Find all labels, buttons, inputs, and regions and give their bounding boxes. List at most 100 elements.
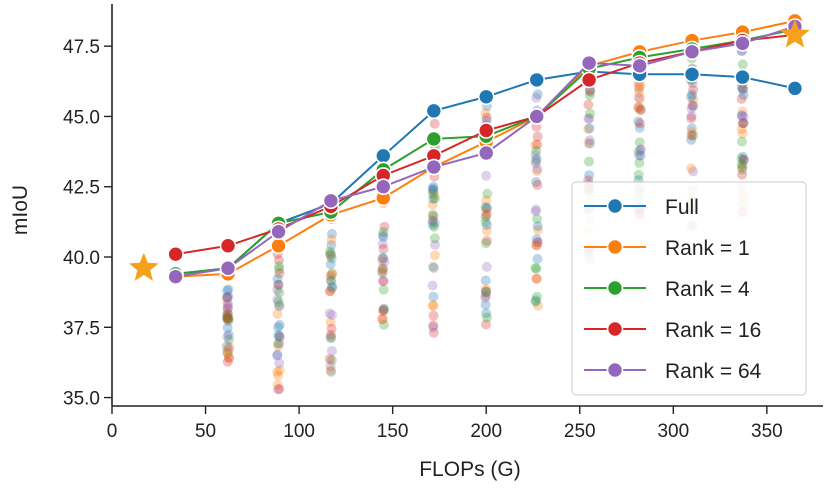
series-point (477, 122, 495, 139)
background-point (222, 303, 233, 314)
background-point (481, 209, 492, 220)
background-point (377, 263, 388, 274)
background-point (481, 203, 492, 214)
series-point (786, 80, 804, 97)
background-point (274, 319, 285, 330)
background-point (736, 110, 747, 121)
background-point (584, 123, 595, 134)
series-point (477, 144, 495, 162)
background-point (737, 59, 748, 70)
background-point (273, 338, 284, 349)
background-point (273, 296, 284, 307)
background-point (481, 225, 492, 236)
background-point (531, 291, 542, 302)
background-point (687, 100, 698, 111)
background-point (325, 275, 336, 286)
background-point (634, 118, 645, 129)
background-point (222, 356, 233, 367)
background-point (738, 117, 749, 128)
background-point (532, 179, 543, 190)
background-point (635, 80, 646, 91)
background-point (532, 131, 543, 142)
background-point (377, 265, 388, 276)
background-point (480, 299, 491, 310)
background-point (530, 206, 541, 217)
background-point (377, 255, 388, 266)
background-point (634, 87, 645, 98)
background-point (480, 107, 491, 118)
background-point (584, 113, 595, 124)
background-point (326, 234, 337, 245)
x-tick-label: 50 (195, 421, 216, 442)
series-point (425, 158, 443, 176)
background-point (635, 93, 646, 104)
background-point (378, 304, 389, 315)
background-point (221, 341, 232, 352)
background-point (633, 169, 644, 180)
series-point (270, 223, 287, 241)
background-point (325, 250, 336, 261)
background-point (635, 144, 646, 155)
background-point (633, 102, 644, 113)
series-point (167, 268, 184, 285)
legend-label: Rank = 4 (665, 278, 750, 301)
series-point (375, 147, 392, 165)
background-point (223, 334, 234, 345)
background-point (480, 238, 491, 249)
background-point (224, 341, 235, 352)
background-point (324, 354, 335, 365)
background-point (531, 153, 542, 164)
series-point (734, 68, 751, 86)
background-point (686, 130, 697, 141)
x-tick-label: 250 (564, 421, 596, 442)
background-point (224, 352, 235, 363)
x-tick-label: 300 (657, 421, 689, 442)
background-point (686, 163, 697, 174)
background-point (326, 253, 337, 264)
background-point (530, 239, 541, 250)
background-point (428, 181, 439, 192)
background-point (222, 292, 233, 303)
background-point (325, 259, 336, 270)
background-point (427, 219, 438, 230)
background-point (223, 284, 234, 295)
background-point (429, 221, 440, 232)
background-point (428, 300, 439, 311)
background-point (635, 144, 646, 155)
background-point (480, 287, 491, 298)
background-point (429, 218, 440, 229)
background-point (429, 233, 440, 244)
background-point (633, 92, 644, 103)
legend-box (571, 181, 807, 396)
background-point (686, 113, 697, 124)
background-point (222, 345, 233, 356)
background-point (326, 323, 337, 334)
background-point (532, 253, 543, 264)
background-point (737, 169, 748, 180)
background-point (531, 240, 542, 251)
background-point (737, 128, 748, 139)
background-point (273, 322, 284, 333)
background-point (482, 235, 493, 246)
background-point (274, 338, 285, 349)
background-point (377, 314, 388, 325)
background-point (584, 135, 595, 146)
background-point (688, 84, 699, 95)
background-point (325, 248, 336, 259)
background-point (274, 300, 285, 311)
background-point (222, 322, 233, 333)
background-point (223, 343, 234, 354)
background-point (633, 81, 644, 92)
background-point (634, 150, 645, 161)
background-point (428, 193, 439, 204)
background-point (273, 279, 284, 290)
background-point (687, 89, 698, 100)
background-point (686, 91, 697, 102)
x-tick-label: 150 (377, 421, 409, 442)
background-point (531, 273, 542, 284)
background-point (688, 101, 699, 112)
background-point (480, 275, 491, 286)
background-point (428, 262, 439, 273)
background-point (737, 161, 748, 172)
